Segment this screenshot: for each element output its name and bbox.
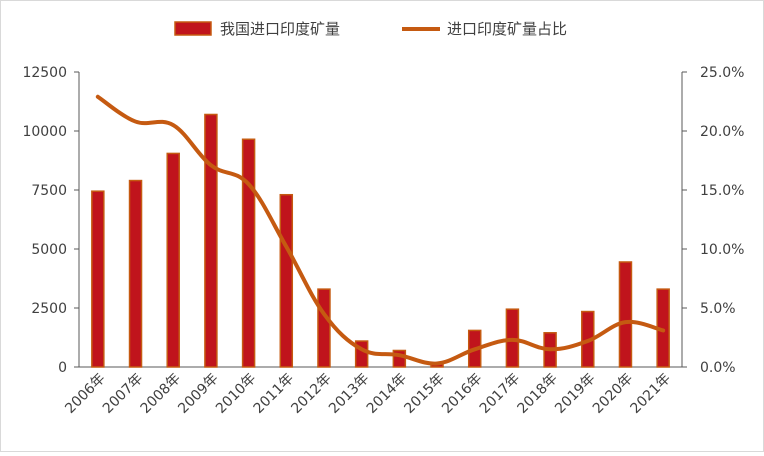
left-axis-tick-label: 7500 (31, 183, 67, 199)
bar-2011年 (279, 193, 294, 368)
bar-2009年 (204, 113, 218, 368)
right-axis-tick-label: 20.0% (700, 124, 744, 140)
left-axis-tick-label: 0 (58, 360, 67, 376)
bar-2020年 (618, 261, 633, 368)
legend: 我国进口印度矿量 进口印度矿量占比 (174, 20, 567, 38)
right-axis-tick-label: 15.0% (700, 183, 744, 199)
legend-label-line: 进口印度矿量占比 (447, 20, 567, 38)
left-axis-tick-label: 2500 (31, 301, 67, 317)
bar-series (91, 113, 670, 368)
right-axis-tick-label: 10.0% (700, 242, 744, 258)
left-axis-tick-label: 5000 (31, 242, 67, 258)
bar-2012年 (317, 288, 331, 368)
left-axis-tick-label: 12500 (22, 65, 67, 81)
right-axis-tick-label: 0.0% (700, 360, 736, 376)
legend-swatch-bar (174, 21, 212, 36)
left-axis-tick-label: 10000 (22, 124, 67, 140)
line-path (95, 94, 666, 366)
right-axis-tick-label: 25.0% (700, 65, 744, 81)
bar-2008年 (166, 152, 180, 368)
bar-2006年 (91, 190, 105, 368)
legend-label-bar: 我国进口印度矿量 (220, 20, 340, 38)
right-axis-tick-label: 5.0% (700, 301, 736, 317)
bar-2007年 (128, 179, 143, 368)
left-axis-ticks: 0 2500 5000 7500 10000 12500 (22, 65, 79, 376)
bar-2010年 (241, 138, 256, 368)
right-axis-ticks: 0.0% 5.0% 10.0% 15.0% 20.0% 25.0% (682, 65, 744, 376)
line-series (95, 94, 666, 366)
